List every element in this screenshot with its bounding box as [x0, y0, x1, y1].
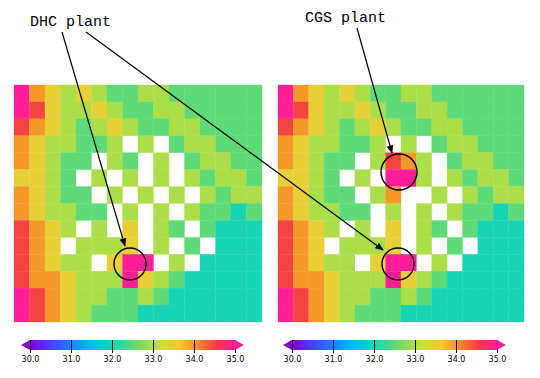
svg-text:33.0: 33.0 [145, 355, 163, 364]
svg-text:34.0: 34.0 [448, 355, 466, 364]
svg-text:32.0: 32.0 [366, 355, 384, 364]
svg-text:30.0: 30.0 [22, 355, 40, 364]
svg-text:30.0: 30.0 [284, 355, 302, 364]
svg-text:35.0: 35.0 [227, 355, 245, 364]
svg-text:34.0: 34.0 [186, 355, 204, 364]
svg-text:CGS plant: CGS plant [305, 10, 386, 27]
svg-text:32.0: 32.0 [104, 355, 122, 364]
svg-text:35.0: 35.0 [489, 355, 507, 364]
svg-text:31.0: 31.0 [63, 355, 81, 364]
svg-text:33.0: 33.0 [407, 355, 425, 364]
svg-text:31.0: 31.0 [325, 355, 343, 364]
svg-text:DHC plant: DHC plant [30, 14, 111, 31]
